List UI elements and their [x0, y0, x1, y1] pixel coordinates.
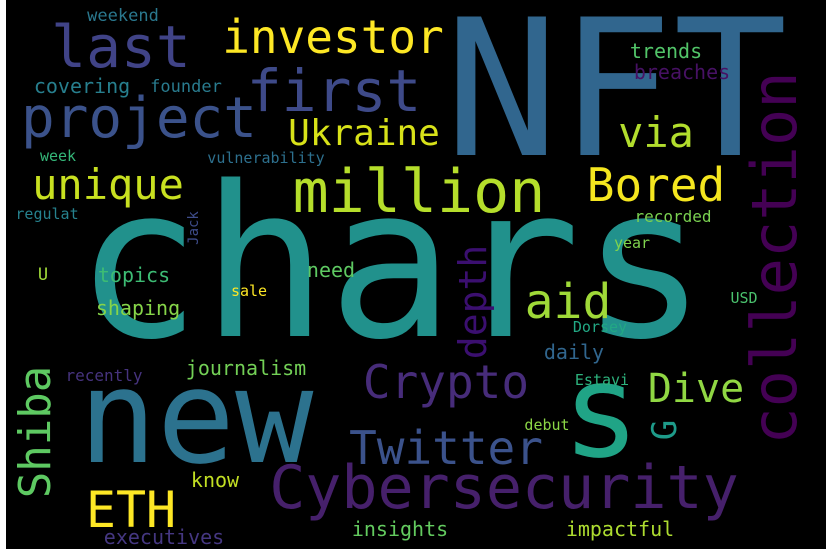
word-via: via: [618, 108, 694, 157]
word-impactful: impactful: [566, 517, 674, 541]
word-journalism: journalism: [186, 356, 306, 380]
word-dive: Dive: [648, 366, 744, 412]
word-executives: executives: [104, 525, 224, 549]
word-debut: debut: [524, 416, 569, 434]
word-covering: covering: [34, 74, 130, 98]
word-dorsey: Dorsey: [573, 318, 627, 336]
word-founder: founder: [150, 77, 222, 97]
word-week: week: [40, 147, 76, 165]
word-topics: topics: [98, 263, 170, 287]
word-daily: daily: [544, 340, 604, 364]
word-first: first: [247, 57, 422, 125]
word-year: year: [614, 234, 650, 252]
word-ukraine: Ukraine: [288, 113, 440, 154]
word-unique: unique: [32, 160, 184, 209]
word-investor: investor: [222, 10, 444, 64]
word-g: G: [645, 420, 685, 440]
word-depth: depth: [451, 245, 495, 359]
word-u: U: [38, 265, 48, 285]
word-cybersecurity: Cybersecurity: [269, 453, 739, 523]
word-million: million: [293, 157, 546, 227]
word-estavi: Estavi: [575, 371, 629, 389]
word-insights: insights: [352, 517, 448, 541]
word-eth: ETH: [86, 481, 176, 539]
word-know: know: [191, 468, 240, 492]
word-project: project: [21, 86, 257, 151]
word-jack: Jack: [186, 211, 202, 245]
word-crypto: Crypto: [363, 355, 529, 409]
word-vulnerability: vulnerability: [207, 149, 324, 167]
word-breaches: breaches: [634, 60, 730, 84]
word-s: s: [562, 335, 640, 487]
word-cloud-canvas: chars NFT new Cybersecurity collection s…: [10, 0, 811, 549]
word-usd: USD: [730, 289, 757, 307]
word-need: need: [307, 258, 355, 282]
word-nft: NFT: [444, 0, 787, 200]
word-sale: sale: [231, 282, 267, 300]
word-regulat: regulat: [15, 205, 78, 223]
word-aid: aid: [525, 274, 612, 330]
word-last: last: [51, 13, 191, 81]
word-shaping: shaping: [96, 296, 180, 320]
word-weekend: weekend: [87, 6, 159, 26]
word-collection: collection: [738, 71, 811, 444]
word-chars: chars: [75, 141, 707, 386]
word-shiba: Shiba: [10, 366, 61, 498]
word-trends: trends: [630, 39, 702, 63]
word-new: new: [79, 341, 315, 493]
word-bored: Bored: [587, 158, 725, 212]
word-recorded: recorded: [634, 207, 711, 226]
word-twitter: Twitter: [349, 421, 543, 475]
word-cloud: chars NFT new Cybersecurity collection s…: [6, 0, 826, 549]
word-recently: recently: [65, 366, 142, 385]
